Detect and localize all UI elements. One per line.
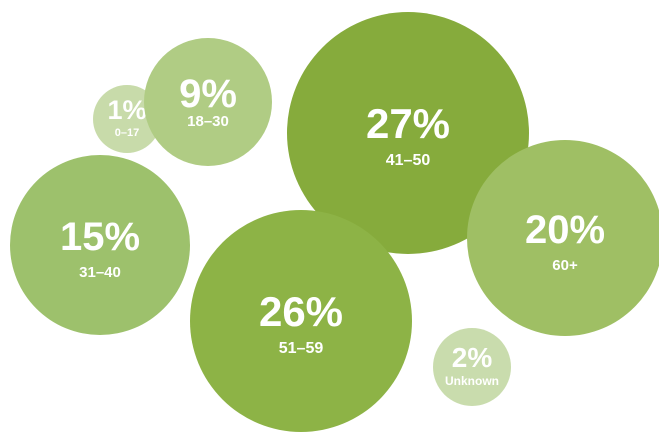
bubble-percent-label: 2% [452,342,493,373]
bubble-percent-label: 9% [179,72,237,116]
bubble-circle [10,155,190,335]
bubble-percent-label: 20% [525,208,605,252]
bubble-circle [287,12,529,254]
bubble-6: 20%60+ [467,140,659,336]
bubble-circle [144,38,272,166]
bubble-category-label: 31–40 [79,264,121,281]
bubble-category-label: 18–30 [187,113,229,130]
bubble-category-label: Unknown [445,374,499,388]
bubble-category-label: 41–50 [386,152,431,169]
bubble-2: 9%18–30 [144,38,272,166]
bubble-percent-label: 27% [366,100,450,147]
bubble-circle [433,328,511,406]
bubble-category-label: 60+ [552,257,578,274]
bubble-circle [190,210,412,432]
bubble-percent-label: 15% [60,215,140,259]
bubble-circle [467,140,659,336]
bubble-4: 27% 41–50 [287,12,529,254]
bubble-category-label: 0–17 [115,127,139,139]
bubble-3: 15% 31–40 [10,155,190,335]
bubble-percent-label: 26% [259,288,343,335]
bubble-percent-label: 1% [107,95,146,125]
bubble-category-label: 51–59 [279,340,324,357]
bubble-7: 2%Unknown [433,328,511,406]
bubble-5: 26% 51–59 [190,210,412,432]
